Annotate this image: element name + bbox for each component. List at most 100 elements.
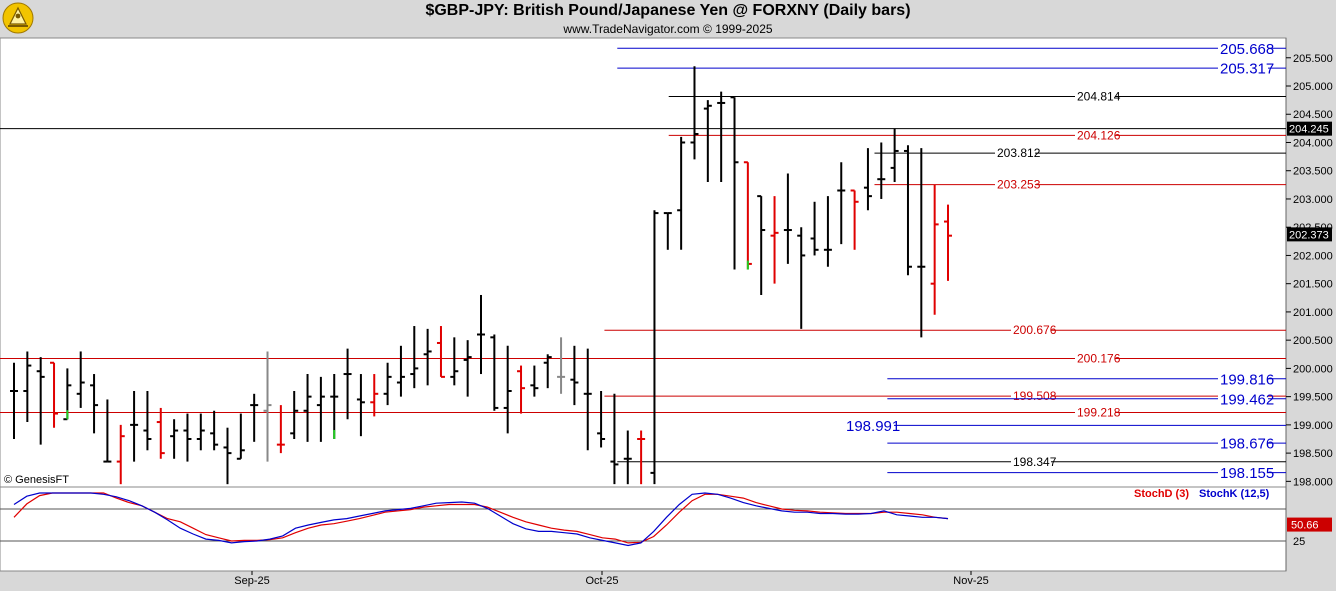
ohlc-bar xyxy=(450,337,459,386)
y-tick-label: 203.500 xyxy=(1293,166,1333,178)
ohlc-bar xyxy=(703,100,712,183)
ohlc-bar xyxy=(303,374,312,442)
y-tick-label: 198.000 xyxy=(1293,476,1333,488)
ohlc-bar xyxy=(116,424,125,485)
current-price-tag-bg xyxy=(1287,227,1332,242)
ohlc-bar xyxy=(757,195,766,295)
x-tick-label: Sep-25 xyxy=(234,575,269,587)
ohlc-bar xyxy=(343,348,352,420)
ohlc-bar xyxy=(330,374,339,439)
level-label: 199.508 xyxy=(1013,389,1057,403)
y-tick-label: 205.500 xyxy=(1293,53,1333,65)
watermark: © GenesisFT xyxy=(4,474,69,486)
level-label: 205.668 xyxy=(1220,41,1274,58)
ohlc-bar xyxy=(570,345,579,406)
ohlc-bar xyxy=(530,365,539,397)
level-label: 200.176 xyxy=(1077,351,1121,365)
level-label: 199.218 xyxy=(1077,406,1121,420)
ohlc-bar xyxy=(877,142,886,199)
ohlc-bar xyxy=(597,390,606,448)
ohlc-bar xyxy=(143,390,152,451)
ohlc-bar xyxy=(743,161,752,270)
last-price-tag-bg xyxy=(1287,121,1332,136)
ohlc-bar xyxy=(63,368,72,421)
level-label-bg xyxy=(1218,59,1268,77)
ohlc-bar xyxy=(210,410,219,451)
ohlc-bar xyxy=(717,91,726,183)
ohlc-bar xyxy=(436,326,445,378)
level-label: 204.814 xyxy=(1077,90,1121,104)
ohlc-bar xyxy=(543,354,552,389)
ohlc-bar xyxy=(944,204,952,281)
level-label-bg xyxy=(995,177,1035,192)
y-tick-label: 200.500 xyxy=(1293,335,1333,347)
level-label: 199.462 xyxy=(1220,391,1274,408)
genesis-logo-icon xyxy=(2,2,34,34)
level-label: 200.676 xyxy=(1013,323,1057,337)
y-tick-label: 199.000 xyxy=(1293,420,1333,432)
ohlc-bar xyxy=(396,345,405,397)
level-label: 198.347 xyxy=(1013,455,1057,469)
level-label: 204.126 xyxy=(1077,128,1121,142)
y-tick-label: 203.000 xyxy=(1293,194,1333,206)
level-label-bg xyxy=(1218,434,1268,452)
y-tick-label: 204.000 xyxy=(1293,137,1333,149)
level-label-bg xyxy=(1075,89,1115,104)
level-label: 203.253 xyxy=(997,178,1041,192)
ohlc-bar xyxy=(170,419,179,459)
chart-header: $GBP-JPY: British Pound/Japanese Yen @ F… xyxy=(0,0,1336,38)
ohlc-bar xyxy=(863,148,872,211)
ohlc-bar xyxy=(316,376,325,442)
ohlc-bar xyxy=(677,136,686,250)
ohlc-bar xyxy=(610,393,619,485)
ohlc-bar xyxy=(477,294,485,375)
ohlc-bar xyxy=(50,361,59,428)
y-tick-label: 204.500 xyxy=(1293,109,1333,121)
ohlc-bar xyxy=(130,390,139,462)
ohlc-bar xyxy=(410,326,419,389)
ohlc-bar xyxy=(583,348,592,451)
ohlc-bar xyxy=(490,334,499,411)
level-label-bg xyxy=(844,416,894,434)
x-tick-label: Oct-25 xyxy=(585,575,618,587)
y-tick-label: 199.500 xyxy=(1293,392,1333,404)
level-label-bg xyxy=(1075,351,1115,366)
level-label: 199.816 xyxy=(1220,371,1274,388)
ohlc-bar xyxy=(890,128,899,183)
ohlc-bar xyxy=(837,162,846,245)
level-label-bg xyxy=(1218,370,1268,388)
ohlc-bar xyxy=(557,337,566,394)
y-tick-label: 201.000 xyxy=(1293,307,1333,319)
ohlc-bar xyxy=(236,413,245,460)
ohlc-bar xyxy=(690,66,699,160)
level-label: 198.155 xyxy=(1220,465,1274,482)
ohlc-bar xyxy=(770,196,779,284)
level-label: 205.317 xyxy=(1220,61,1274,78)
level-label: 203.812 xyxy=(997,146,1041,160)
level-label: 198.991 xyxy=(846,418,900,435)
ohlc-bar xyxy=(263,351,272,462)
y-tick-label: 202.000 xyxy=(1293,250,1333,262)
ohlc-bar xyxy=(76,351,85,408)
stoch-series-line xyxy=(13,492,949,547)
ohlc-bar xyxy=(370,374,379,417)
ohlc-bar xyxy=(290,390,299,439)
level-label-bg xyxy=(1218,390,1268,408)
stoch-value-tag: 50.66 xyxy=(1291,520,1319,532)
level-label-bg xyxy=(1218,464,1268,482)
x-tick-label: Nov-25 xyxy=(953,575,988,587)
ohlc-bar xyxy=(730,96,739,270)
ohlc-bar xyxy=(823,196,832,267)
legend-stochd: StochD (3) xyxy=(1134,488,1189,500)
stoch-y-tick-label: 25 xyxy=(1293,536,1305,548)
last-price-tag: 204.245 xyxy=(1289,124,1329,136)
level-label-bg xyxy=(1075,128,1115,143)
y-tick-label: 201.500 xyxy=(1293,279,1333,291)
ohlc-bar xyxy=(36,357,45,445)
ohlc-bar xyxy=(423,328,432,386)
ohlc-bar xyxy=(276,405,285,454)
ohlc-bar xyxy=(156,407,165,459)
ohlc-bar xyxy=(650,210,659,485)
stochastic-panel xyxy=(0,486,1287,572)
